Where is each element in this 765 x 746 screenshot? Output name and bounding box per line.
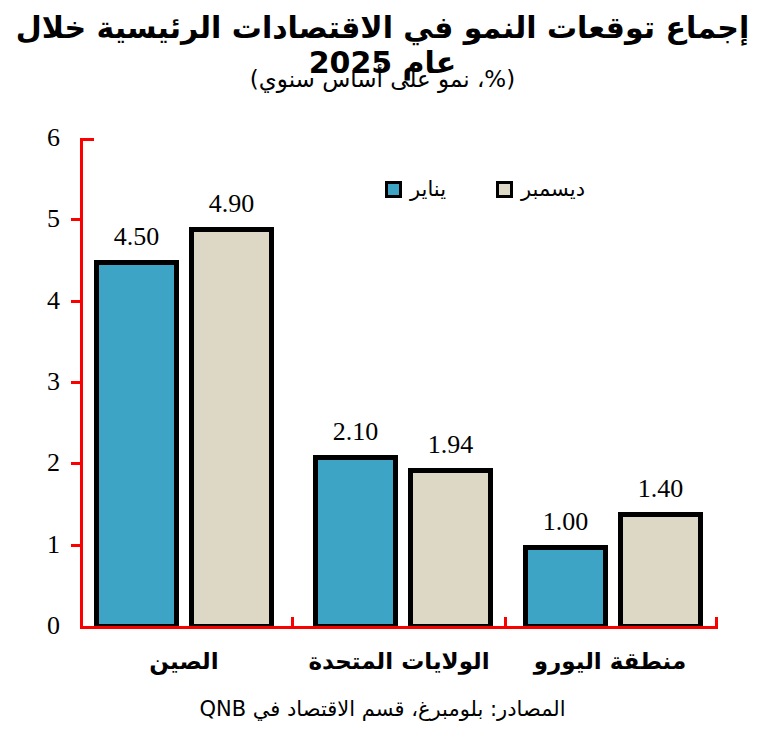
bar-january-1 [313, 455, 398, 629]
y-axis-label-5: 5 [16, 206, 60, 232]
value-label-january-1: 2.10 [301, 419, 411, 445]
category-label-2: منطقة اليورو [480, 648, 740, 674]
y-tick-3 [71, 381, 80, 384]
legend-item-december: ديسمبر [496, 179, 585, 200]
y-axis-label-6: 6 [16, 125, 60, 151]
bar-december-1 [408, 468, 493, 629]
value-label-december-1: 1.94 [396, 432, 506, 458]
y-axis-label-1: 1 [16, 532, 60, 558]
y-tick-5 [71, 218, 80, 221]
bar-january-0 [94, 260, 179, 629]
legend-swatch-december [496, 181, 513, 198]
value-label-december-2: 1.40 [606, 476, 716, 502]
x-tick-1 [504, 617, 507, 626]
legend-item-january: يناير [385, 179, 446, 200]
legend-label-december: ديسمبر [521, 179, 585, 200]
x-axis [80, 626, 718, 629]
value-label-december-0: 4.90 [177, 191, 287, 217]
bar-january-2 [523, 545, 608, 629]
chart-page: إجماع توقعات النمو في الاقتصادات الرئيسي… [0, 0, 765, 746]
y-tick-1 [71, 544, 80, 547]
y-axis-label-2: 2 [16, 450, 60, 476]
source-note: المصادر: بلومبرغ، قسم الاقتصاد في QNB [0, 697, 765, 721]
y-tick-4 [71, 300, 80, 303]
value-label-january-0: 4.50 [82, 224, 192, 250]
y-axis [80, 138, 83, 629]
x-tick-2 [715, 617, 718, 626]
y-tick-2 [71, 462, 80, 465]
y-axis-label-3: 3 [16, 369, 60, 395]
legend-label-january: يناير [410, 179, 446, 200]
chart-subtitle: (%، نمو على أساس سنوي) [0, 66, 765, 92]
y-axis-label-4: 4 [16, 288, 60, 314]
y-axis-label-0: 0 [16, 613, 60, 639]
bar-december-2 [618, 512, 703, 629]
y-tick-6-inside [83, 138, 94, 141]
x-tick-0 [291, 617, 294, 626]
legend-swatch-january [385, 181, 402, 198]
bar-december-0 [189, 227, 274, 629]
legend: يناير ديسمبر [385, 179, 585, 200]
value-label-january-2: 1.00 [511, 509, 621, 535]
